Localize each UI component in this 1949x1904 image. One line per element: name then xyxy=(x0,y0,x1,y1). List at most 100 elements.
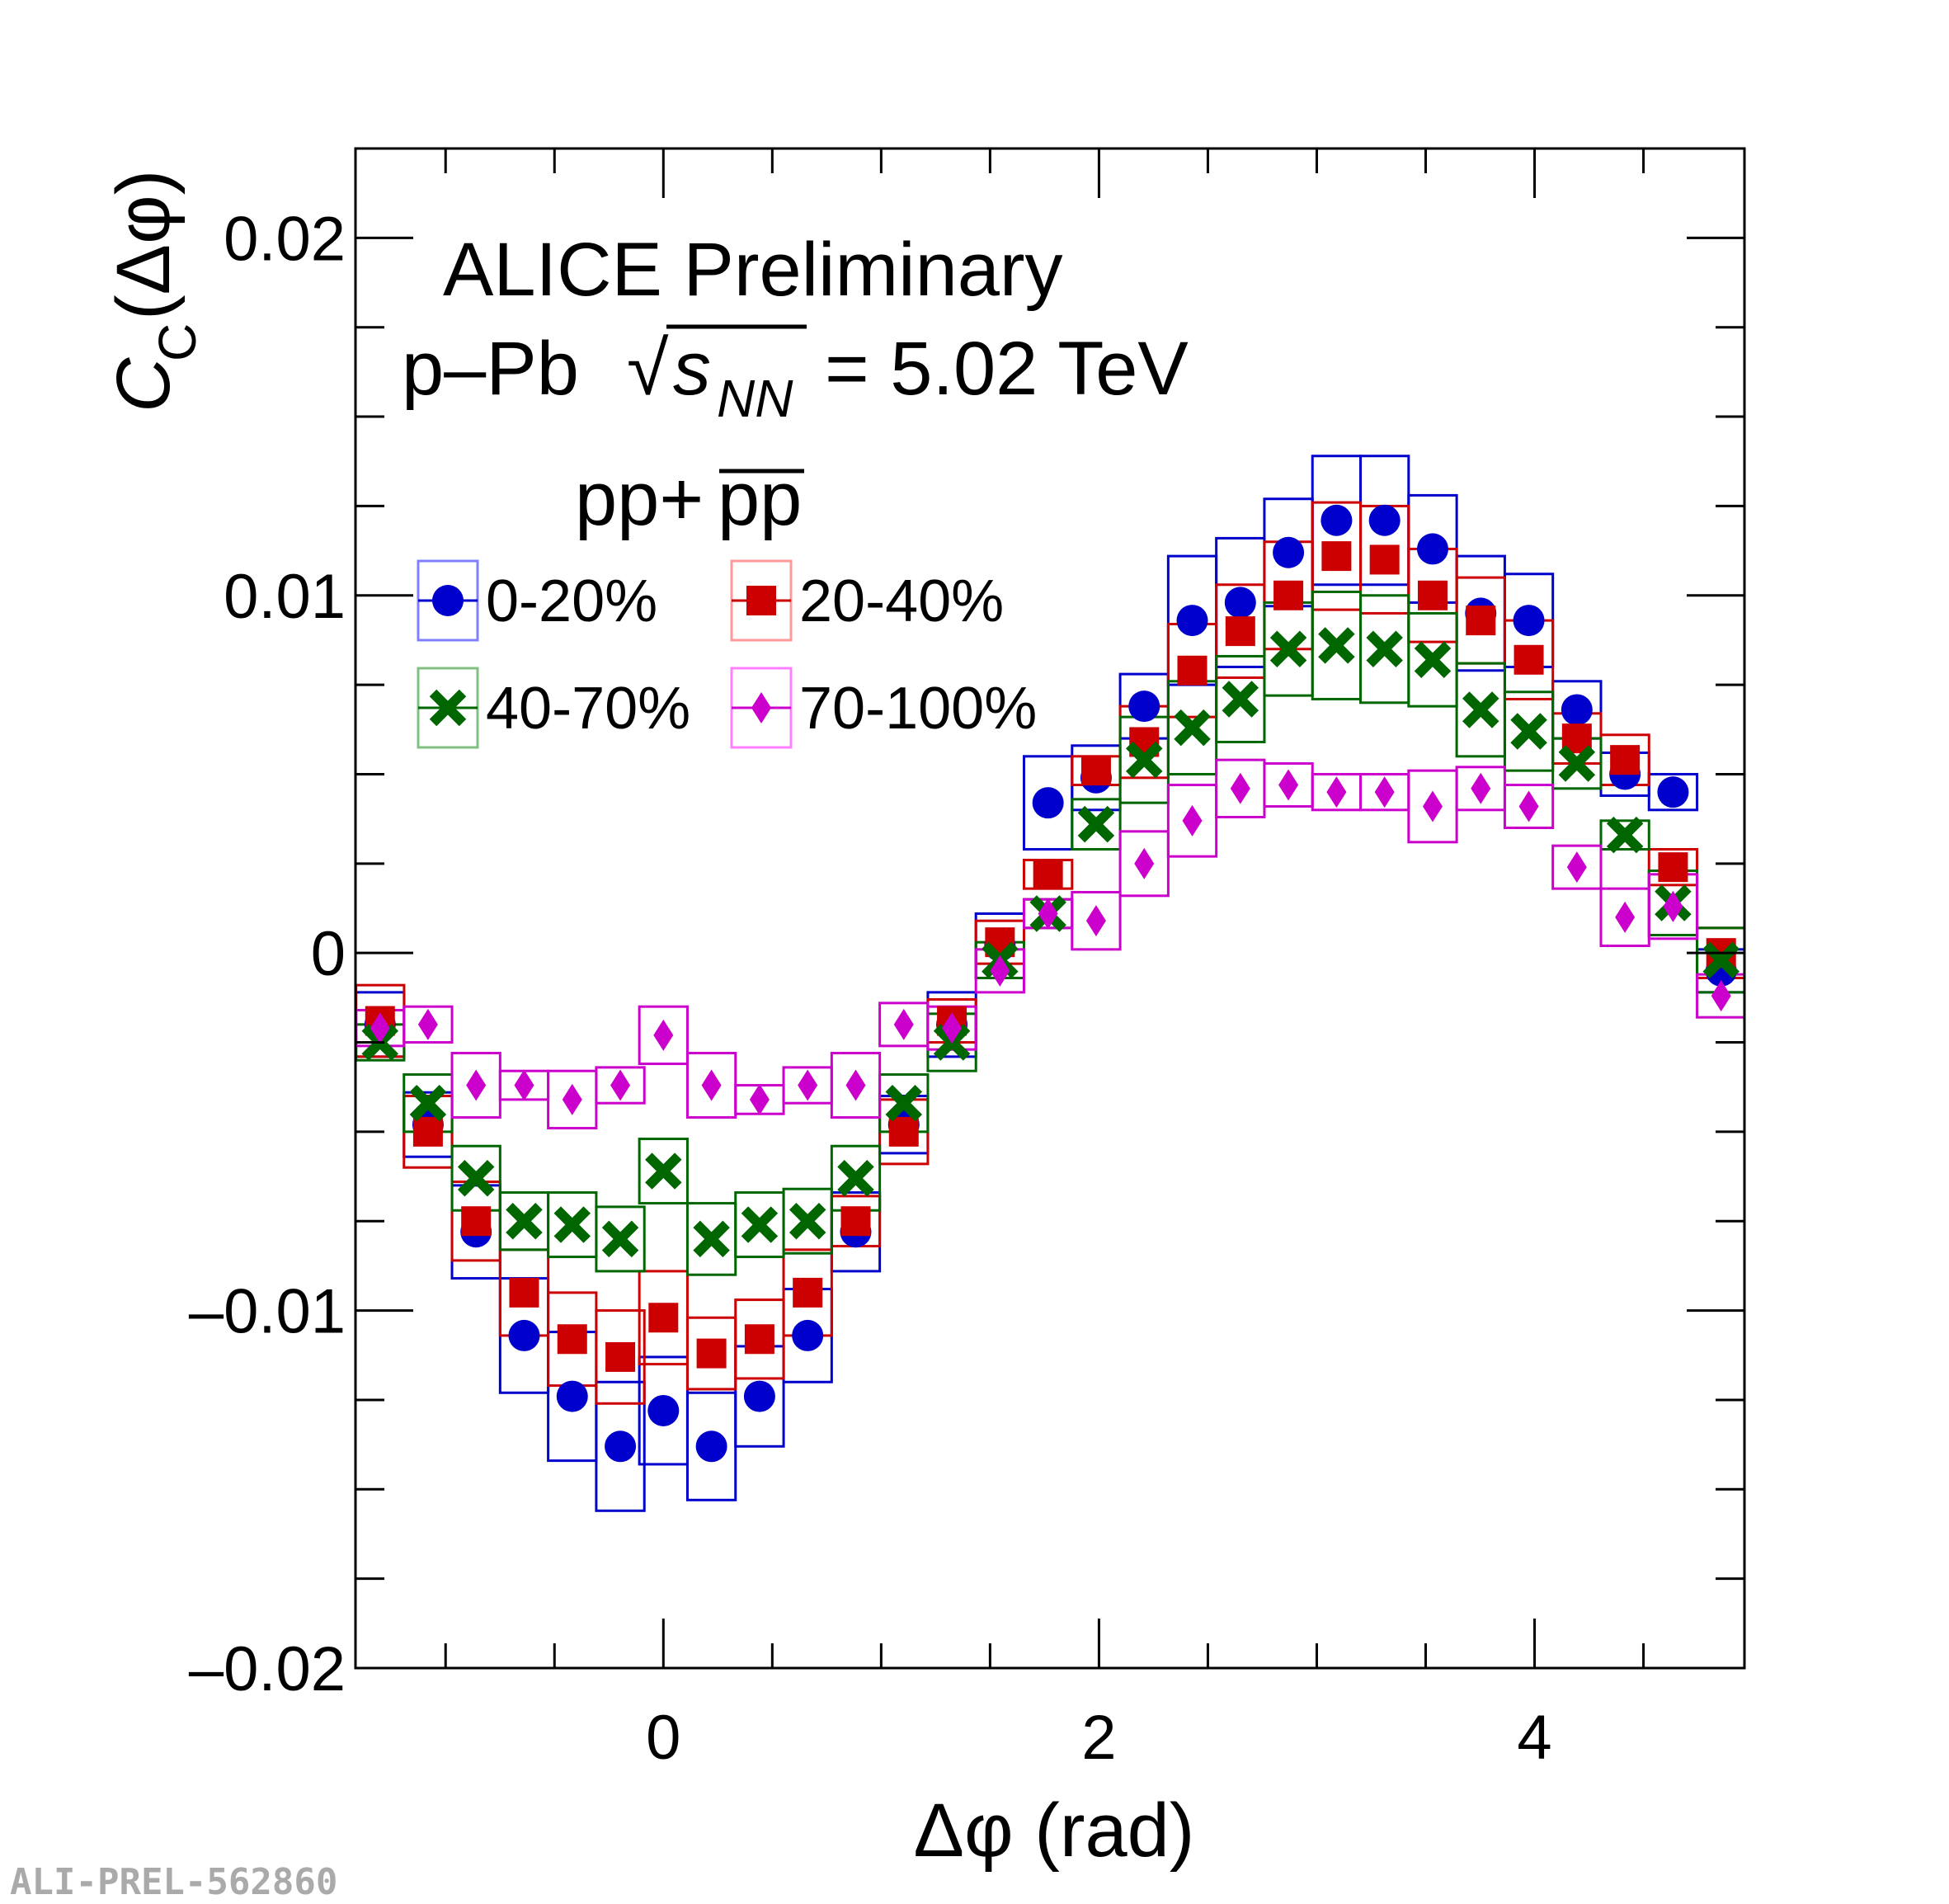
data-point xyxy=(461,1206,492,1237)
data-point xyxy=(1561,694,1593,726)
data-point xyxy=(1032,787,1064,819)
legend-marker xyxy=(751,692,771,723)
data-points xyxy=(361,504,1740,1463)
data-point xyxy=(1416,533,1448,565)
data-point xyxy=(1176,605,1208,637)
data-point xyxy=(1566,851,1587,884)
y-tick-label: –0.02 xyxy=(189,1634,346,1704)
x-tick-label: 0 xyxy=(646,1703,680,1773)
data-point xyxy=(990,954,1010,987)
data-point xyxy=(1514,644,1544,675)
data-point xyxy=(798,1069,818,1101)
data-point xyxy=(1417,580,1448,610)
legend-header-plain: pp+ xyxy=(575,457,704,541)
data-point xyxy=(1513,605,1545,637)
sys-box xyxy=(403,1005,454,1044)
legend-entry-40-70%: 40-70% xyxy=(417,667,690,749)
sys-box xyxy=(1118,830,1170,898)
data-point xyxy=(508,1319,540,1351)
data-point xyxy=(837,1159,874,1197)
data-point xyxy=(793,1277,823,1308)
sys-box xyxy=(1071,890,1122,951)
data-point xyxy=(648,1303,679,1333)
data-point xyxy=(645,1152,682,1190)
data-point xyxy=(693,1220,730,1258)
energy-variable: s xyxy=(673,327,711,411)
x-tick-label: 2 xyxy=(1081,1703,1116,1773)
x-tick-label: 4 xyxy=(1517,1703,1551,1773)
data-point xyxy=(701,1069,722,1101)
legend-label: 70-100% xyxy=(799,676,1037,742)
data-point xyxy=(1663,890,1683,922)
collision-system-prefix: p–Pb xyxy=(402,327,579,411)
data-point xyxy=(1273,536,1305,568)
data-point xyxy=(466,1069,487,1101)
data-point xyxy=(409,1084,447,1122)
data-point xyxy=(1269,630,1307,668)
data-point xyxy=(1711,980,1731,1012)
data-point xyxy=(1077,805,1115,843)
data-point xyxy=(506,1202,543,1240)
chart-title: ALICE Preliminary xyxy=(443,228,1063,312)
data-point xyxy=(1422,790,1443,822)
x-axis-label: Δφ (rad) xyxy=(914,1789,1195,1873)
data-point xyxy=(562,1083,582,1115)
data-point xyxy=(1610,745,1641,775)
data-point xyxy=(1033,859,1063,889)
series-70-100% xyxy=(370,769,1731,1115)
y-axis-argument: (Δφ) xyxy=(101,170,186,320)
data-point xyxy=(1080,756,1111,786)
sys-box xyxy=(782,1187,833,1255)
data-point xyxy=(1225,616,1255,647)
sys-boxes-20-40% xyxy=(355,501,1746,1405)
y-axis-symbol-subscript: C xyxy=(148,323,207,361)
sys-box xyxy=(1166,783,1218,858)
y-axis-symbol: C xyxy=(101,357,186,412)
axis-ticks xyxy=(355,147,1744,1670)
data-point xyxy=(1321,504,1353,536)
sys-box xyxy=(595,1066,646,1105)
sys-box xyxy=(1503,690,1555,772)
data-point xyxy=(557,1324,587,1355)
legend-entries: 0-20% 20-40% 40-70% 70-100% xyxy=(417,559,1037,749)
legend-marker xyxy=(746,586,776,615)
series-40-70% xyxy=(361,627,1740,1258)
watermark: ALI-PREL-562860 xyxy=(10,1861,337,1903)
data-point xyxy=(1615,901,1636,933)
y-tick-label: –0.01 xyxy=(189,1277,346,1347)
data-point xyxy=(1128,690,1160,723)
legend-entry-20-40%: 20-40% xyxy=(730,559,1004,642)
sys-box xyxy=(1503,783,1555,829)
data-point xyxy=(417,1008,438,1040)
legend-label: 0-20% xyxy=(486,568,657,634)
data-point xyxy=(509,1277,539,1308)
data-point xyxy=(885,1084,923,1122)
data-point xyxy=(556,1380,588,1412)
data-point xyxy=(1134,847,1155,879)
data-point xyxy=(1038,898,1058,930)
data-point xyxy=(1510,713,1547,750)
data-point xyxy=(1414,641,1452,679)
legend-label: 20-40% xyxy=(799,568,1004,634)
axis-tick-labels: 0 2 4 –0.02 –0.01 0 0.01 0.02 xyxy=(189,204,1552,1773)
y-axis-title: C C (Δφ) xyxy=(101,170,207,412)
data-point xyxy=(1125,741,1163,779)
data-point xyxy=(553,1206,591,1243)
energy-variable-subscript: NN xyxy=(717,369,793,428)
data-point xyxy=(1085,905,1106,937)
data-point xyxy=(1369,544,1400,575)
data-point xyxy=(1321,541,1352,572)
data-point xyxy=(942,1012,963,1044)
legend-entry-0-20%: 0-20% xyxy=(417,559,657,642)
sys-box xyxy=(595,1309,646,1405)
data-point xyxy=(789,1202,826,1240)
data-point xyxy=(741,1206,779,1243)
sys-boxes-70-100% xyxy=(355,758,1746,1130)
data-point xyxy=(605,1341,636,1372)
data-point xyxy=(1657,776,1689,808)
data-point xyxy=(1230,772,1250,804)
data-point xyxy=(653,1019,674,1051)
data-point xyxy=(1318,627,1355,664)
data-point xyxy=(610,1069,631,1101)
sys-box xyxy=(1647,772,1699,812)
